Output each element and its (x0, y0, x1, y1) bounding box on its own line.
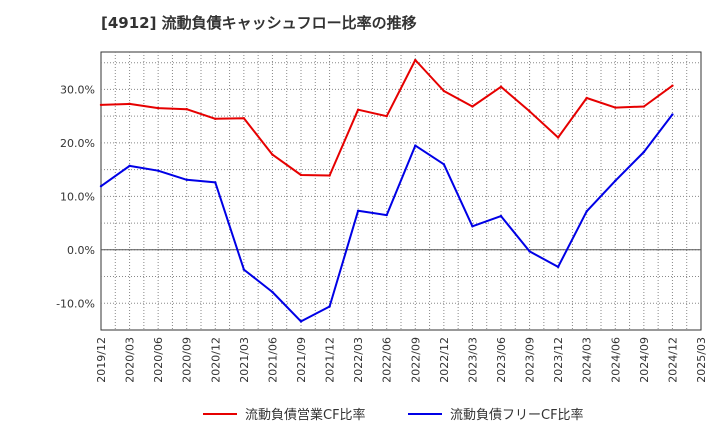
data-point (642, 105, 646, 108)
data-point (414, 144, 417, 147)
data-point (356, 209, 360, 212)
data-point (128, 164, 131, 168)
data-point (99, 184, 103, 188)
data-point (442, 163, 446, 166)
data-point (471, 105, 474, 108)
data-point (299, 320, 303, 323)
x-tick-label: 2021/12 (324, 337, 337, 383)
data-point (271, 153, 274, 156)
x-tick-label: 2020/03 (124, 337, 137, 383)
data-point (499, 85, 503, 88)
data-point (528, 250, 531, 253)
legend-label: 流動負債営業CF比率 (245, 407, 366, 423)
x-tick-label: 2024/12 (666, 337, 679, 383)
data-point (585, 210, 588, 213)
data-point (242, 117, 246, 120)
data-point (585, 96, 588, 100)
x-tick-label: 2023/03 (466, 337, 479, 383)
data-point (556, 265, 560, 269)
data-point (356, 108, 360, 111)
y-tick-label: 0.0% (67, 244, 95, 257)
data-point (556, 136, 560, 139)
data-point (271, 290, 274, 294)
data-point (499, 214, 503, 218)
data-point (214, 117, 217, 121)
data-point (385, 213, 388, 217)
axis-layer: 30.0% 20.0% 10.0% 0.0% -10.0% 2019/12 2020/03 2… (56, 83, 708, 382)
series-layer (99, 58, 674, 323)
chart-title: [4912] 流動負債キャッシュフロー比率の推移 (101, 14, 417, 32)
y-tick-label: -10.0% (56, 297, 95, 310)
x-tick-label: 2024/09 (638, 337, 651, 383)
legend: 流動負債営業CF比率 流動負債フリーCF比率 (203, 407, 584, 423)
data-point (328, 305, 331, 308)
data-point (156, 106, 160, 110)
legend-label: 流動負債フリーCF比率 (450, 407, 584, 423)
data-point (242, 268, 246, 271)
x-tick-label: 2024/03 (581, 337, 594, 383)
data-point (442, 89, 446, 93)
data-point (671, 113, 674, 116)
x-tick-label: 2020/12 (209, 337, 222, 383)
data-point (671, 84, 674, 87)
x-tick-label: 2022/12 (438, 337, 451, 383)
x-tick-label: 2020/09 (181, 337, 194, 383)
data-point (185, 108, 188, 111)
data-point (471, 225, 474, 228)
x-tick-label: 2023/12 (552, 337, 565, 383)
x-tick-label: 2022/09 (409, 337, 422, 383)
x-tick-label: 2021/09 (295, 337, 308, 383)
grid-layer (100, 51, 702, 331)
data-point (99, 103, 103, 107)
x-tick-label: 2020/06 (152, 337, 165, 383)
data-point (614, 106, 617, 109)
x-tick-label: 2019/12 (95, 337, 108, 383)
data-point (156, 169, 160, 172)
data-point (328, 174, 331, 177)
x-tick-label: 2021/03 (238, 337, 251, 383)
x-tick-label: 2023/06 (495, 337, 508, 383)
x-tick-label: 2025/03 (695, 337, 708, 383)
data-point (214, 181, 217, 184)
y-tick-label: 30.0% (60, 83, 95, 96)
data-point (299, 173, 303, 177)
data-point (128, 102, 131, 106)
data-point (185, 178, 188, 181)
data-point (614, 179, 617, 183)
x-tick-label: 2022/03 (352, 337, 365, 383)
data-point (642, 150, 646, 154)
y-tick-label: 10.0% (60, 190, 95, 203)
x-tick-label: 2021/06 (266, 337, 279, 383)
x-tick-label: 2022/06 (381, 337, 394, 383)
x-tick-label: 2023/09 (524, 337, 537, 383)
x-tick-label: 2024/06 (609, 337, 622, 383)
data-point (528, 110, 531, 113)
data-point (414, 58, 417, 62)
data-point (385, 114, 388, 118)
y-tick-label: 20.0% (60, 137, 95, 150)
